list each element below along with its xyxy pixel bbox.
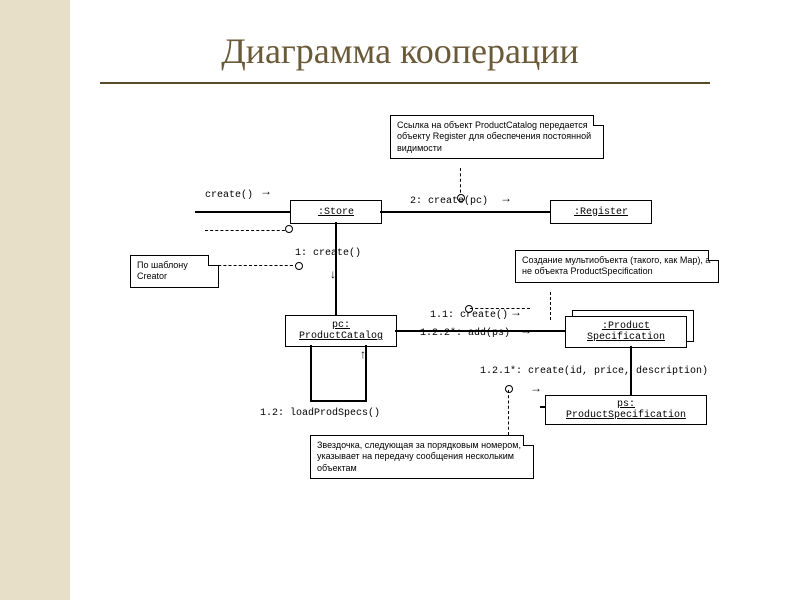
note-visibility: Ссылка на объект ProductCatalog передает…: [390, 115, 604, 159]
msg-11-create: 1.1: create(): [430, 310, 508, 321]
note2-anchor: [208, 265, 298, 266]
link-create-store: [195, 211, 290, 213]
arrow-icon: →: [500, 192, 512, 204]
object-ps: ps: ProductSpecification: [545, 395, 707, 425]
anchor-circle: [505, 385, 513, 393]
object-store: :Store: [290, 200, 382, 224]
note-creator: По шаблону Creator: [130, 255, 219, 288]
object-label: ps: ProductSpecification: [566, 399, 686, 421]
msg-create: create(): [205, 190, 253, 201]
note-fold-icon: [523, 435, 534, 446]
page-title: Диаграмма кооперации: [0, 30, 800, 72]
msg-122-add: 1.2.2*: add(ps): [420, 328, 510, 339]
note4-anchor: [508, 390, 509, 435]
object-register: :Register: [550, 200, 652, 224]
object-label: :Product Specification: [587, 321, 665, 343]
msg-2-create-pc: 2: create(pc): [410, 196, 488, 207]
anchor-circle: [285, 225, 293, 233]
arrow-icon: ↓: [330, 268, 336, 280]
selflink-v1: [310, 345, 312, 400]
note-text: По шаблону Creator: [137, 260, 188, 281]
link-store-register: [380, 211, 550, 213]
object-label: pc: ProductCatalog: [299, 320, 383, 342]
note2-anchor2: [205, 230, 290, 231]
object-label: :Register: [574, 207, 628, 218]
msg-121-create: 1.2.1*: create(id, price, description): [480, 366, 708, 377]
arrow-icon: →: [260, 185, 272, 197]
msg-12-load: 1.2: loadProdSpecs(): [260, 408, 380, 419]
object-pc: pc: ProductCatalog: [285, 315, 397, 347]
note-fold-icon: [593, 115, 604, 126]
msg-1-create: 1: create(): [295, 248, 361, 259]
note-text: Создание мультиобъекта (такого, как Map)…: [522, 255, 710, 276]
note3-anchor: [550, 292, 551, 320]
note-fold-icon: [708, 250, 719, 261]
title-rule: [100, 82, 710, 84]
arrow-icon: →: [520, 324, 532, 336]
arrow-icon: →: [510, 306, 522, 318]
note-multiobject: Создание мультиобъекта (такого, как Map)…: [515, 250, 719, 283]
object-prodspec: :Product Specification: [565, 316, 687, 348]
anchor-circle: [295, 262, 303, 270]
decorative-sidebar: [0, 0, 70, 600]
arrow-icon: →: [530, 382, 542, 394]
object-label: :Store: [318, 207, 354, 218]
diagram-stage: Ссылка на объект ProductCatalog передает…: [100, 110, 760, 550]
selflink-h: [310, 400, 365, 402]
note-asterisk: Звездочка, следующая за порядковым номер…: [310, 435, 534, 479]
note-text: Звездочка, следующая за порядковым номер…: [317, 440, 521, 473]
note-text: Ссылка на объект ProductCatalog передает…: [397, 120, 591, 153]
arrow-icon: ↑: [360, 348, 366, 360]
